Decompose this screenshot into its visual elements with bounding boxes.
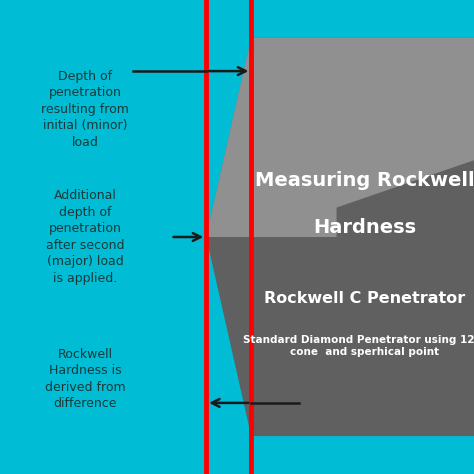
Polygon shape: [206, 38, 474, 436]
Polygon shape: [206, 38, 337, 237]
Polygon shape: [206, 38, 251, 237]
Text: Depth of
penetration
resulting from
initial (minor)
load: Depth of penetration resulting from init…: [41, 70, 129, 148]
Text: Hardness: Hardness: [313, 218, 417, 237]
Text: Additional
depth of
penetration
after second
(major) load
is applied.: Additional depth of penetration after se…: [46, 189, 125, 285]
Text: Rockwell C Penetrator: Rockwell C Penetrator: [264, 291, 465, 306]
Text: Measuring Rockwell: Measuring Rockwell: [255, 171, 474, 190]
Text: Standard Diamond Penetrator using 120"
cone  and sperhical point: Standard Diamond Penetrator using 120" c…: [243, 335, 474, 357]
Polygon shape: [251, 38, 474, 237]
Text: Rockwell
Hardness is
derived from
difference: Rockwell Hardness is derived from differ…: [45, 348, 126, 410]
